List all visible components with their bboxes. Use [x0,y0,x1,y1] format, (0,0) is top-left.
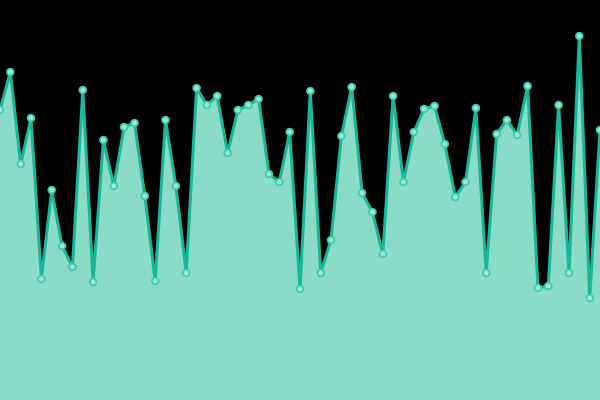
series-area-fill [0,36,600,400]
data-point-marker [357,188,367,198]
data-point-marker [161,115,170,125]
data-point-marker [202,100,212,110]
data-point-marker [564,268,574,278]
data-point-marker [130,118,139,128]
data-point-marker [26,113,36,123]
data-point-marker [450,192,460,202]
data-point-marker [492,129,501,139]
data-point-marker [295,284,305,294]
data-point-marker [119,122,129,132]
data-point-marker [419,104,429,114]
data-point-marker [109,181,119,191]
data-point-marker [264,169,274,179]
series-markers [0,31,600,303]
data-point-marker [223,148,232,158]
data-point-marker [523,81,532,91]
data-point-marker [554,100,563,110]
data-point-marker [88,277,98,287]
data-point-marker [150,276,160,286]
data-point-marker [0,105,5,115]
data-point-marker [512,130,522,140]
data-point-marker [285,127,295,137]
data-point-marker [181,268,191,278]
data-point-marker [233,105,243,115]
data-point-marker [78,85,88,95]
data-point-marker [533,283,543,293]
data-point-marker [430,101,439,111]
data-point-marker [254,94,263,104]
data-point-marker [574,31,584,41]
data-point-marker [6,67,15,77]
data-point-marker [585,293,594,303]
data-point-marker [305,86,315,96]
data-point-marker [595,125,600,135]
data-point-marker [471,103,481,113]
data-point-marker [347,82,357,92]
data-point-marker [47,185,56,195]
data-point-marker [68,262,77,272]
data-point-marker [461,177,470,187]
data-point-marker [37,274,46,284]
data-point-marker [378,249,388,259]
data-point-marker [399,177,408,187]
data-point-marker [140,191,150,201]
data-point-marker [16,159,26,169]
data-point-marker [316,268,326,278]
data-point-marker [192,83,201,93]
data-point-marker [543,281,553,291]
data-point-marker [274,177,284,187]
data-point-marker [171,181,181,191]
data-point-marker [368,207,377,217]
data-point-marker [57,241,67,251]
data-point-marker [409,127,419,137]
data-point-marker [481,268,491,278]
data-point-marker [244,100,253,110]
data-point-marker [99,135,108,145]
data-point-marker [337,131,346,141]
data-point-marker [440,139,450,149]
data-point-marker [388,91,398,101]
data-point-marker [212,91,222,101]
data-point-marker [326,235,336,245]
data-point-marker [502,115,512,125]
